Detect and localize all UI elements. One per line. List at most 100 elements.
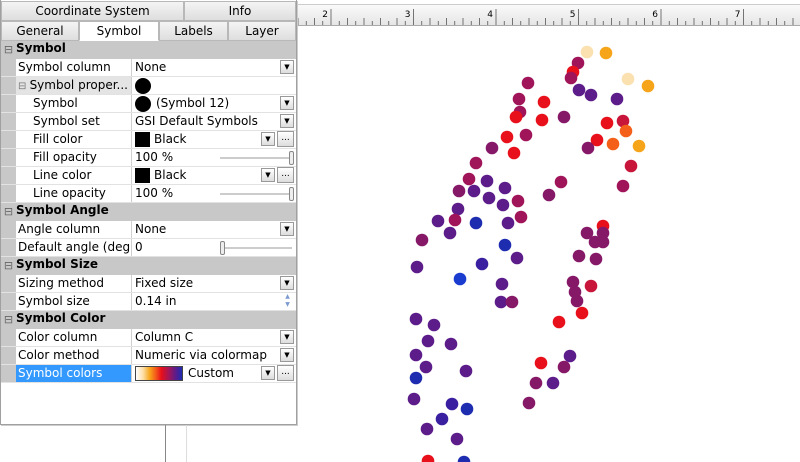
data-point[interactable] (448, 213, 462, 227)
data-point[interactable] (566, 275, 580, 289)
data-point[interactable] (467, 184, 481, 198)
value[interactable]: 0 (135, 240, 143, 254)
data-point[interactable] (469, 216, 483, 230)
chevron-down-icon[interactable]: ▼ (280, 222, 294, 236)
data-point[interactable] (462, 172, 476, 186)
section-symbol-angle[interactable]: ⊟ Symbol Angle (1, 203, 296, 221)
row-fill-opacity[interactable]: Fill opacity 100 % (1, 149, 296, 167)
data-point[interactable] (421, 454, 435, 462)
data-point[interactable] (459, 364, 473, 378)
row-color-column[interactable]: Color column Column C ▼ (1, 329, 296, 347)
data-point[interactable] (509, 110, 523, 124)
data-point[interactable] (498, 238, 512, 252)
data-point[interactable] (457, 455, 471, 462)
row-symbol-colors[interactable]: Symbol colors Custom ▼... (1, 365, 296, 383)
tab-layer[interactable]: Layer (228, 21, 296, 41)
ellipsis-button[interactable]: ... (277, 365, 294, 381)
tab-general[interactable]: General (1, 21, 79, 41)
chevron-down-icon[interactable]: ▼ (280, 114, 294, 128)
data-point[interactable] (572, 83, 586, 97)
data-point[interactable] (580, 226, 594, 240)
data-point[interactable] (599, 46, 613, 60)
data-point[interactable] (600, 116, 614, 130)
chevron-down-icon[interactable]: ▼ (280, 348, 294, 362)
value[interactable]: 100 % (135, 186, 174, 200)
data-point[interactable] (581, 141, 595, 155)
row-color-method[interactable]: Color method Numeric via colormap ▼ (1, 347, 296, 365)
data-point[interactable] (495, 277, 509, 291)
data-point[interactable] (519, 128, 533, 142)
data-point[interactable] (409, 312, 423, 326)
data-point[interactable] (546, 376, 560, 390)
data-point[interactable] (575, 306, 589, 320)
data-point[interactable] (557, 360, 571, 374)
data-point[interactable] (514, 210, 528, 224)
collapse-icon[interactable]: ⊟ (18, 81, 30, 92)
data-point[interactable] (501, 216, 515, 230)
data-point[interactable] (452, 184, 466, 198)
data-point[interactable] (419, 360, 433, 374)
data-point[interactable] (535, 113, 549, 127)
chevron-down-icon[interactable]: ▼ (280, 276, 294, 290)
section-symbol-color[interactable]: ⊟ Symbol Color (1, 311, 296, 329)
data-point[interactable] (435, 412, 449, 426)
data-point[interactable] (616, 114, 630, 128)
data-point[interactable] (641, 79, 655, 93)
data-point[interactable] (512, 92, 526, 106)
chevron-down-icon[interactable]: ▼ (280, 96, 294, 110)
row-symbol-column[interactable]: Symbol column None ▼ (1, 59, 296, 77)
opacity-slider[interactable] (220, 187, 294, 201)
data-point[interactable] (420, 422, 434, 436)
data-point[interactable] (450, 432, 464, 446)
chevron-down-icon[interactable]: ▼ (261, 132, 275, 146)
value[interactable]: 100 % (135, 150, 174, 164)
row-symbol-set[interactable]: Symbol set GSI Default Symbols ▼ (1, 113, 296, 131)
row-symbol-properties[interactable]: ⊟ Symbol proper... (1, 77, 296, 95)
slider-thumb[interactable] (289, 187, 294, 201)
data-point[interactable] (415, 233, 429, 247)
opacity-slider[interactable] (220, 151, 294, 165)
chevron-down-icon[interactable]: ▼ (261, 168, 275, 182)
value[interactable]: GSI Default Symbols (135, 114, 258, 128)
data-point[interactable] (610, 92, 624, 106)
data-point[interactable] (511, 194, 525, 208)
map-canvas[interactable] (298, 27, 800, 462)
data-point[interactable] (480, 174, 494, 188)
data-point[interactable] (409, 348, 423, 362)
value[interactable]: Numeric via colormap (135, 348, 267, 362)
row-default-angle[interactable]: Default angle (deg... 0 (1, 239, 296, 257)
data-point[interactable] (584, 88, 598, 102)
tab-symbol[interactable]: Symbol (79, 21, 159, 41)
tab-coordinate-system[interactable]: Coordinate System (1, 1, 184, 21)
data-point[interactable] (485, 141, 499, 155)
ellipsis-button[interactable]: ... (277, 131, 294, 147)
collapse-icon[interactable]: ⊟ (3, 43, 14, 56)
collapse-icon[interactable]: ⊟ (3, 205, 14, 218)
value[interactable]: Custom (188, 366, 234, 380)
data-point[interactable] (564, 71, 578, 85)
tab-info[interactable]: Info (184, 1, 296, 21)
data-point[interactable] (443, 226, 457, 240)
data-point[interactable] (431, 214, 445, 228)
data-point[interactable] (619, 124, 633, 138)
data-point[interactable] (460, 402, 474, 416)
row-fill-color[interactable]: Fill color Black ▼... (1, 131, 296, 149)
data-point[interactable] (410, 260, 424, 274)
row-symbol[interactable]: Symbol (Symbol 12) ▼ (1, 95, 296, 113)
data-point[interactable] (496, 198, 510, 212)
data-point[interactable] (624, 159, 638, 173)
slider-thumb[interactable] (289, 151, 294, 165)
chevron-down-icon[interactable]: ▼ (261, 366, 275, 380)
value[interactable]: None (135, 222, 167, 236)
row-symbol-size[interactable]: Symbol size 0.14 in ▲ ▼ (1, 293, 296, 311)
section-symbol[interactable]: ⊟ Symbol (1, 41, 296, 59)
data-point[interactable] (494, 295, 508, 309)
tab-labels[interactable]: Labels (159, 21, 228, 41)
data-point[interactable] (572, 249, 586, 263)
data-point[interactable] (554, 175, 568, 189)
slider-thumb[interactable] (220, 241, 225, 255)
angle-slider[interactable] (220, 241, 292, 255)
row-angle-column[interactable]: Angle column None ▼ (1, 221, 296, 239)
row-line-opacity[interactable]: Line opacity 100 % (1, 185, 296, 203)
data-point[interactable] (421, 334, 435, 348)
